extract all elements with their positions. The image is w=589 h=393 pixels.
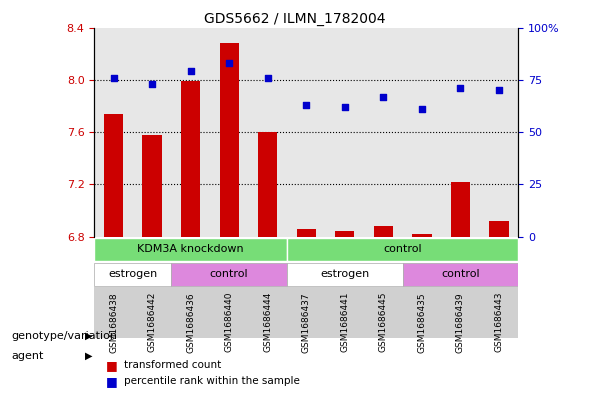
Text: genotype/variation: genotype/variation: [12, 331, 118, 341]
FancyBboxPatch shape: [94, 238, 287, 261]
FancyBboxPatch shape: [94, 263, 171, 286]
Point: [186, 68, 196, 75]
Text: GSM1686445: GSM1686445: [379, 292, 388, 353]
Bar: [104, 114, 123, 237]
Bar: [287, 28, 326, 237]
Bar: [364, 28, 403, 237]
Bar: [258, 132, 277, 237]
Text: ■: ■: [106, 359, 118, 372]
Text: GSM1686441: GSM1686441: [340, 292, 349, 353]
Bar: [297, 229, 316, 237]
Text: GSM1686437: GSM1686437: [302, 292, 311, 353]
Text: GSM1686435: GSM1686435: [418, 292, 426, 353]
Bar: [143, 135, 162, 237]
Text: GSM1686444: GSM1686444: [263, 292, 272, 353]
Bar: [171, 28, 210, 237]
Bar: [220, 43, 239, 237]
Text: control: control: [441, 269, 480, 279]
Text: estrogen: estrogen: [108, 269, 157, 279]
Text: KDM3A knockdown: KDM3A knockdown: [137, 244, 244, 254]
Bar: [374, 226, 393, 237]
Point: [340, 104, 349, 110]
Bar: [94, 28, 133, 237]
Point: [109, 75, 118, 81]
Bar: [181, 81, 200, 237]
Text: control: control: [383, 244, 422, 254]
Text: ▶: ▶: [85, 331, 93, 341]
Bar: [335, 231, 355, 237]
Point: [302, 102, 311, 108]
Text: percentile rank within the sample: percentile rank within the sample: [124, 376, 300, 386]
Bar: [403, 28, 441, 237]
Text: GSM1686439: GSM1686439: [456, 292, 465, 353]
Point: [147, 81, 157, 87]
Text: GSM1686443: GSM1686443: [495, 292, 504, 353]
Bar: [489, 221, 509, 237]
Text: agent: agent: [12, 351, 44, 361]
Bar: [210, 28, 249, 237]
Point: [224, 60, 234, 66]
Point: [263, 75, 273, 81]
Bar: [480, 28, 518, 237]
Text: estrogen: estrogen: [320, 269, 369, 279]
Bar: [451, 182, 470, 237]
Bar: [412, 234, 432, 237]
Text: GSM1686440: GSM1686440: [224, 292, 234, 353]
FancyBboxPatch shape: [403, 263, 518, 286]
FancyBboxPatch shape: [287, 238, 518, 261]
Text: control: control: [210, 269, 249, 279]
Text: GSM1686436: GSM1686436: [186, 292, 195, 353]
Text: GSM1686438: GSM1686438: [109, 292, 118, 353]
Point: [456, 85, 465, 91]
Text: GSM1686442: GSM1686442: [148, 292, 157, 353]
Text: ■: ■: [106, 375, 118, 388]
Point: [379, 94, 388, 100]
FancyBboxPatch shape: [287, 263, 403, 286]
FancyBboxPatch shape: [171, 263, 287, 286]
Point: [494, 87, 504, 94]
Bar: [326, 28, 364, 237]
Text: GDS5662 / ILMN_1782004: GDS5662 / ILMN_1782004: [204, 12, 385, 26]
Bar: [441, 28, 480, 237]
Point: [417, 106, 426, 112]
Bar: [133, 28, 171, 237]
Text: ▶: ▶: [85, 351, 93, 361]
Bar: [249, 28, 287, 237]
Text: transformed count: transformed count: [124, 360, 221, 371]
